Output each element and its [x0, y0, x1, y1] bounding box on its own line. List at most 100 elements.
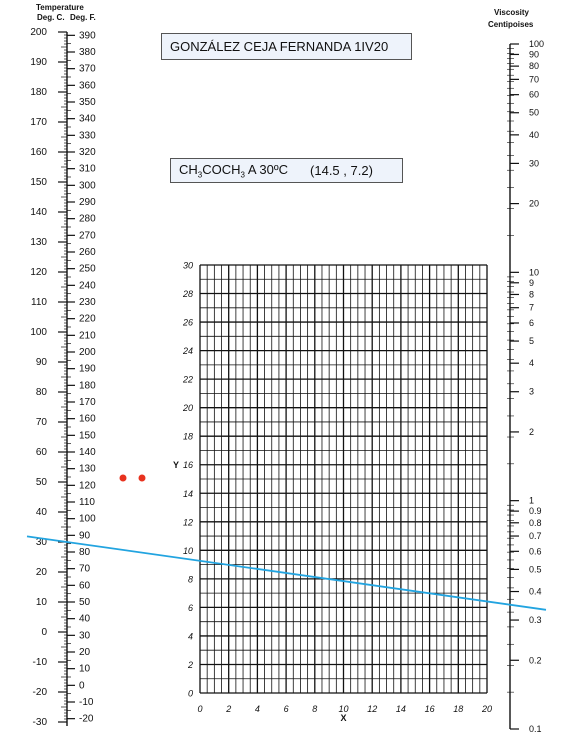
celsius-tick-label: 150 [30, 177, 47, 188]
grid-y-tick-label: 2 [187, 660, 193, 670]
grid-x-tick-label: 14 [396, 704, 406, 714]
fahrenheit-tick-label: 320 [79, 147, 96, 158]
grid-y-tick-label: 6 [188, 603, 193, 613]
fahrenheit-tick-label: 110 [79, 497, 95, 508]
grid-y-tick-label: 8 [188, 574, 193, 584]
fahrenheit-tick-label: 70 [79, 564, 91, 575]
temperature-title: Temperature [36, 3, 84, 12]
celsius-tick-label: 160 [30, 147, 47, 158]
celsius-tick-label: 200 [30, 27, 47, 38]
compound-formula: CH3COCH3 A 30ºC [179, 161, 289, 180]
compound-box: CH3COCH3 A 30ºC (14.5 , 7.2) [170, 158, 403, 183]
celsius-tick-label: 70 [36, 417, 48, 428]
fahrenheit-tick-label: 240 [79, 280, 96, 291]
viscosity-tick-label: 9 [529, 278, 534, 288]
grid-x-tick-label: 6 [284, 704, 289, 714]
fahrenheit-tick-label: 100 [79, 514, 96, 525]
fahrenheit-tick-label: 170 [79, 397, 96, 408]
fahrenheit-tick-label: 20 [79, 647, 91, 658]
fahrenheit-tick-label: 90 [79, 530, 91, 541]
fahrenheit-tick-label: -20 [79, 714, 94, 725]
fahrenheit-tick-label: 260 [79, 247, 96, 258]
fahrenheit-tick-label: 250 [79, 264, 96, 275]
viscosity-tick-label: 2 [529, 427, 534, 437]
grid-y-tick-label: 26 [182, 318, 193, 328]
viscosity-tick-label: 60 [529, 90, 539, 100]
viscosity-tick-label: 20 [529, 199, 539, 209]
celsius-tick-label: 100 [30, 327, 47, 338]
fahrenheit-tick-label: 270 [79, 230, 96, 241]
grid-y-tick-label: 0 [188, 689, 193, 699]
grid-x-axis-label: X [340, 713, 346, 723]
celsius-tick-label: 80 [36, 387, 48, 398]
viscosity-tick-label: 8 [529, 289, 534, 299]
viscosity-tick-label: 5 [529, 336, 534, 346]
fahrenheit-tick-label: 330 [79, 130, 96, 141]
viscosity-tick-label: 6 [529, 318, 534, 328]
fahrenheit-tick-label: 120 [79, 480, 96, 491]
student-name-box: GONZÁLEZ CEJA FERNANDA 1IV20 [161, 33, 412, 60]
celsius-tick-label: 130 [30, 237, 47, 248]
grid-y-tick-label: 28 [182, 289, 193, 299]
viscosity-tick-label: 1 [529, 496, 534, 506]
fahrenheit-tick-label: 190 [79, 364, 96, 375]
celsius-tick-label: 170 [30, 117, 47, 128]
celsius-tick-label: 120 [30, 267, 47, 278]
grid-y-tick-label: 4 [188, 631, 193, 641]
viscosity-tick-label: 50 [529, 108, 539, 118]
fahrenheit-header: Deg. F. [70, 13, 96, 22]
compound-coords: (14.5 , 7.2) [310, 163, 373, 178]
fahrenheit-tick-label: 80 [79, 547, 91, 558]
fahrenheit-tick-label: 210 [79, 330, 96, 341]
celsius-tick-label: -30 [33, 717, 48, 728]
fahrenheit-tick-label: 180 [79, 380, 96, 391]
celsius-tick-label: 60 [36, 447, 48, 458]
fahrenheit-tick-label: 200 [79, 347, 96, 358]
fahrenheit-tick-label: 340 [79, 114, 96, 125]
celsius-tick-label: 140 [30, 207, 47, 218]
fahrenheit-tick-label: 370 [79, 64, 96, 75]
grid-y-tick-label: 12 [183, 517, 193, 527]
celsius-tick-label: 30 [36, 537, 48, 548]
fahrenheit-tick-label: 60 [79, 580, 91, 591]
fahrenheit-tick-label: 160 [79, 414, 96, 425]
fahrenheit-tick-label: 30 [79, 630, 91, 641]
viscosity-tick-label: 0.7 [529, 531, 542, 541]
celsius-tick-label: 0 [41, 627, 47, 638]
fahrenheit-tick-label: -10 [79, 697, 94, 708]
grid-x-tick-label: 16 [425, 704, 435, 714]
celsius-tick-label: 50 [36, 477, 48, 488]
viscosity-tick-label: 90 [529, 49, 539, 59]
fahrenheit-tick-label: 310 [79, 164, 96, 175]
fahrenheit-tick-label: 350 [79, 97, 96, 108]
fahrenheit-tick-label: 50 [79, 597, 91, 608]
fahrenheit-tick-label: 280 [79, 214, 96, 225]
celsius-tick-label: -10 [33, 657, 48, 668]
grid-y-axis-label: Y [173, 460, 179, 470]
celsius-tick-label: 20 [36, 567, 48, 578]
celsius-tick-label: 180 [30, 87, 47, 98]
viscosity-tick-label: 100 [529, 39, 544, 49]
grid-x-tick-label: 4 [255, 704, 260, 714]
fahrenheit-tick-label: 380 [79, 47, 96, 58]
grid-y-tick-label: 30 [183, 261, 193, 271]
viscosity-tick-label: 0.3 [529, 615, 542, 625]
fahrenheit-tick-label: 150 [79, 430, 96, 441]
viscosity-tick-label: 70 [529, 74, 539, 84]
construction-line [26, 535, 547, 611]
fahrenheit-tick-label: 0 [79, 680, 85, 691]
viscosity-tick-label: 0.4 [529, 587, 542, 597]
grid-y-tick-label: 18 [183, 432, 193, 442]
grid-y-tick-label: 20 [182, 403, 193, 413]
grid-y-tick-label: 14 [183, 489, 193, 499]
celsius-tick-label: 90 [36, 357, 48, 368]
grid-y-tick-label: 22 [182, 375, 193, 385]
celsius-tick-label: -20 [33, 687, 48, 698]
viscosity-tick-label: 0.2 [529, 655, 542, 665]
celsius-tick-label: 10 [36, 597, 48, 608]
fahrenheit-tick-label: 360 [79, 80, 96, 91]
viscosity-tick-label: 0.9 [529, 506, 542, 516]
viscosity-tick-label: 0.8 [529, 518, 542, 528]
viscosity-tick-label: 30 [529, 158, 539, 168]
fahrenheit-tick-label: 290 [79, 197, 96, 208]
